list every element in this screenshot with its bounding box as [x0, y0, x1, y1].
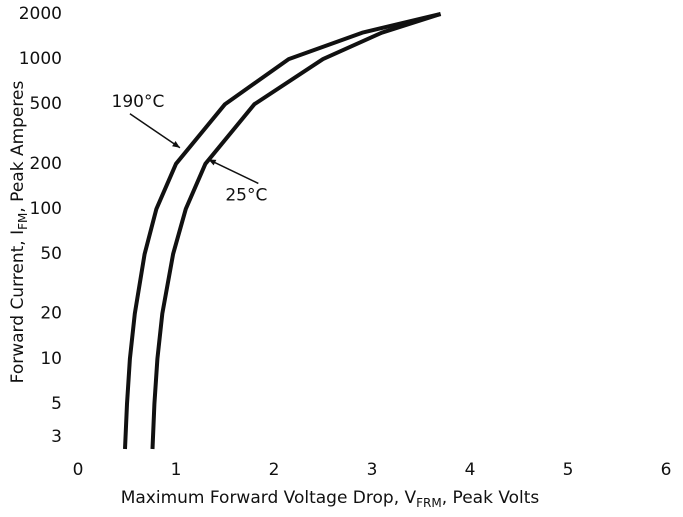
annotation-arrowhead — [208, 159, 217, 166]
y-tick-label: 1000 — [19, 49, 62, 69]
x-tick-label: 6 — [661, 460, 672, 480]
y-axis-label-part: , Peak Amperes — [8, 81, 28, 213]
annotation: 25°C — [225, 185, 267, 205]
y-axis-label: Forward Current, IFM, Peak Amperes — [8, 81, 30, 384]
y-tick-label: 10 — [40, 349, 62, 369]
y-tick-label: 2000 — [19, 4, 62, 24]
x-tick-label: 3 — [367, 460, 378, 480]
annotation: 190°C — [112, 92, 165, 112]
x-axis-label-part: , Peak Volts — [442, 488, 540, 508]
y-tick-label: 100 — [30, 199, 62, 219]
y-tick-label: 3 — [51, 427, 62, 447]
x-tick-label: 0 — [73, 460, 84, 480]
x-tick-label: 1 — [171, 460, 182, 480]
x-axis-label-sub: FRM — [416, 496, 442, 510]
x-tick-label: 2 — [269, 460, 280, 480]
y-tick-label: 50 — [40, 244, 62, 264]
y-tick-label: 5 — [51, 394, 62, 414]
y-axis-label-part: Forward Current, I — [8, 230, 28, 383]
y-tick-label: 20 — [40, 304, 62, 324]
x-axis-label-part: Maximum Forward Voltage Drop, V — [121, 488, 417, 508]
series-line — [150, 12, 442, 450]
y-tick-label: 200 — [30, 154, 62, 174]
y-tick-label: 500 — [30, 94, 62, 114]
series-line — [123, 12, 442, 450]
annotation-arrow — [208, 158, 259, 185]
annotation-arrow — [129, 113, 181, 149]
annotation-arrowhead — [172, 141, 180, 148]
x-tick-label: 4 — [465, 460, 476, 480]
x-tick-label: 5 — [563, 460, 574, 480]
x-axis-label: Maximum Forward Voltage Drop, VFRM, Peak… — [121, 488, 540, 510]
y-axis-label-sub: FM — [16, 213, 30, 230]
